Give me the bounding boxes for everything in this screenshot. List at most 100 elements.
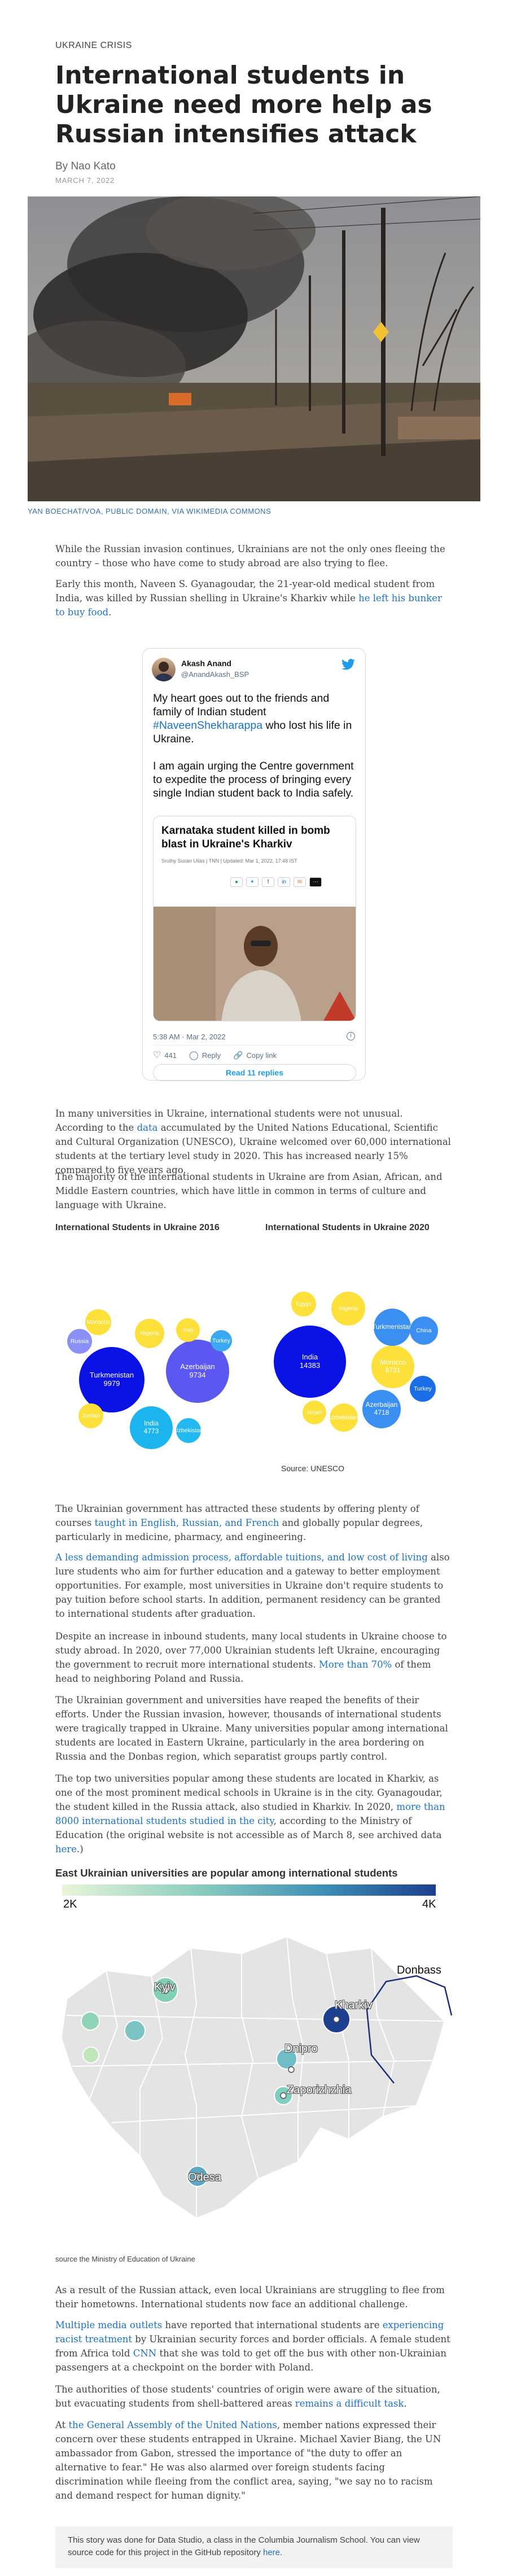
reply-button[interactable]: ◯ Reply — [189, 1051, 221, 1060]
bubble-iraq[interactable]: Iraq — [176, 1318, 200, 1342]
archived-data-link[interactable]: here — [55, 1844, 77, 1855]
paragraph: Early this month, Naveen S. Gyanagoudar,… — [55, 579, 442, 618]
reply-icon: ◯ — [189, 1051, 199, 1060]
legend-high-label: 4K — [422, 1898, 436, 1910]
tweet-timestamp[interactable]: 5:38 AM · Mar 2, 2022 — [153, 1033, 226, 1041]
bubble-value: 9734 — [189, 1371, 206, 1379]
bubble-turkmenistan[interactable]: Turkmenistan 9979 — [79, 1347, 144, 1412]
chart-source: Source: UNESCO — [281, 1464, 345, 1473]
dnipro-bubble[interactable] — [276, 2048, 297, 2070]
paragraph: While the Russian invasion continues, Uk… — [55, 544, 445, 568]
paragraph: In many universities in Ukraine, interna… — [55, 1108, 451, 1175]
bubble-uzbekistan[interactable]: Uzbekistan — [174, 1418, 203, 1443]
paragraph: A less demanding admission process, affo… — [55, 1552, 450, 1619]
cnn-link[interactable]: CNN — [133, 2348, 157, 2359]
unesco-data-link[interactable]: data — [137, 1122, 158, 1133]
bubble-turkey[interactable]: Turkey — [410, 1376, 436, 1402]
tweet-author-handle[interactable]: @AnandAkash_BSP — [181, 670, 249, 679]
kharkiv-students-link[interactable]: more than 8000 international students st… — [55, 1801, 445, 1826]
bubble-label: Nigeria — [339, 1305, 358, 1312]
card-title: Karnataka student killed in bomb blast i… — [161, 825, 330, 850]
bubble-nigeria[interactable]: Nigeria — [331, 1292, 365, 1326]
tweet-actions: ♡ 441 ◯ Reply 🔗 Copy link — [153, 1049, 277, 1061]
bubble-russia[interactable]: Russia — [67, 1329, 92, 1354]
twitter-icon: ✦ — [246, 877, 259, 887]
kharkiv-marker — [333, 2016, 340, 2023]
racist-treatment-link[interactable]: experiencing racist treatment — [55, 2320, 444, 2345]
article-byline: By Nao Kato — [55, 160, 116, 172]
bubble-label: Iraq — [182, 1326, 194, 1333]
bubble-label: China — [416, 1327, 432, 1334]
admission-link[interactable]: A less demanding admission process, affo… — [55, 1552, 428, 1563]
bubble-value: 4773 — [143, 1427, 159, 1435]
ukraine-map[interactable] — [55, 1914, 453, 2253]
paragraph: The majority of the international studen… — [55, 1171, 443, 1210]
email-icon: ✉ — [294, 877, 306, 887]
bubble-jordan[interactable]: Jordan — [78, 1403, 103, 1428]
dnipro-marker — [288, 2066, 295, 2073]
read-replies-button[interactable]: Read 11 replies — [153, 1064, 356, 1081]
bubble-label: Turkmenistan — [371, 1323, 413, 1331]
bubble-india[interactable]: India 14383 — [274, 1326, 346, 1398]
city-label-zaporizhzhia: Zaporizhzhia — [287, 2084, 352, 2096]
map-title: East Ukrainian universities are popular … — [55, 1867, 398, 1879]
courses-link[interactable]: taught in English, Russian, and French — [94, 1517, 279, 1528]
bubble-value: 4718 — [374, 1409, 389, 1416]
kyiv-marker — [161, 1986, 169, 1994]
bubble-azerbaijan[interactable]: Azerbaijan 4718 — [362, 1390, 401, 1428]
tweet-text: My heart goes out to the friends and fam… — [153, 692, 354, 799]
region-borders — [66, 1936, 445, 2219]
paragraph: Multiple media outlets have reported tha… — [55, 2320, 450, 2373]
donbass-line — [366, 1975, 453, 2084]
bubble-turkey[interactable]: Turkey — [211, 1330, 232, 1352]
bubble-label: Turkmenistan — [89, 1371, 134, 1380]
region-bubble[interactable] — [82, 2046, 99, 2063]
paragraph: As a result of the Russian attack, even … — [55, 2285, 445, 2310]
bunker-link[interactable]: he left his bunker to buy food — [55, 593, 442, 618]
ukraine-outline — [60, 1935, 446, 2220]
bubble-nigeria[interactable]: Nigeria — [135, 1319, 164, 1348]
city-label-kyiv: Kyiv — [154, 1981, 176, 1993]
bubble-label: Azerbaijan — [365, 1401, 398, 1409]
bubble-india[interactable]: India 4773 — [130, 1406, 173, 1449]
bubble-uzbekistan[interactable]: Uzbekistan — [329, 1403, 358, 1432]
hero-photo — [28, 196, 480, 501]
bubble-morocco[interactable]: Morocco — [85, 1309, 111, 1335]
article-date: MARCH 7, 2022 — [55, 176, 115, 185]
github-link[interactable]: here — [263, 2548, 281, 2557]
seventy-percent-link[interactable]: More than 70% — [318, 1659, 392, 1670]
map-source: source the Ministry of Education of Ukra… — [55, 2255, 195, 2263]
chart-2020-title: International Students in Ukraine 2020 — [265, 1223, 430, 1232]
bubble-label: India — [143, 1419, 159, 1428]
avatar[interactable] — [152, 658, 176, 681]
copy-link-button[interactable]: 🔗 Copy link — [233, 1050, 277, 1060]
article-kicker: UKRAINE CRISIS — [55, 41, 132, 50]
bubble-label: Egypt — [296, 1300, 312, 1307]
hashtag-link[interactable]: #NaveenShekharappa — [153, 719, 263, 732]
bubble-label: Israel — [307, 1409, 322, 1416]
city-label-kharkiv: Kharkiv — [335, 1999, 373, 2011]
embedded-tweet[interactable]: Akash Anand @AnandAkash_BSP My heart goe… — [142, 648, 366, 1081]
zaporizhzhia-marker — [280, 2092, 287, 2099]
bubble-label: Uzbekistan — [329, 1414, 358, 1421]
paragraph: Despite an increase in inbound students,… — [55, 1631, 447, 1684]
more-icon: ⋯ — [309, 877, 322, 887]
bubble-israel[interactable]: Israel — [303, 1401, 326, 1424]
linkedin-icon: in — [278, 877, 290, 887]
link-card[interactable]: Karnataka student killed in bomb blast i… — [153, 816, 356, 1021]
bubble-morocco[interactable]: Morocco 8731 — [371, 1345, 414, 1388]
difficult-task-link[interactable]: remains a difficult task — [295, 2398, 404, 2409]
region-bubble[interactable] — [81, 2011, 100, 2031]
info-icon[interactable]: i — [347, 1032, 355, 1040]
bubble-egypt[interactable]: Egypt — [291, 1292, 316, 1317]
bubble-china[interactable]: China — [410, 1317, 438, 1345]
like-button[interactable]: ♡ 441 — [153, 1051, 177, 1060]
bubble-turkmenistan[interactable]: Turkmenistan — [371, 1309, 413, 1346]
region-bubble[interactable] — [124, 2020, 146, 2041]
map-legend-bar — [62, 1884, 436, 1896]
chart-2016-title: International Students in Ukraine 2016 — [55, 1223, 220, 1232]
media-outlets-link[interactable]: Multiple media outlets — [55, 2320, 163, 2330]
twitter-bird-icon[interactable] — [341, 659, 355, 670]
un-assembly-link[interactable]: the General Assembly of the United Natio… — [68, 2420, 277, 2430]
tweet-author-name[interactable]: Akash Anand — [181, 659, 231, 668]
